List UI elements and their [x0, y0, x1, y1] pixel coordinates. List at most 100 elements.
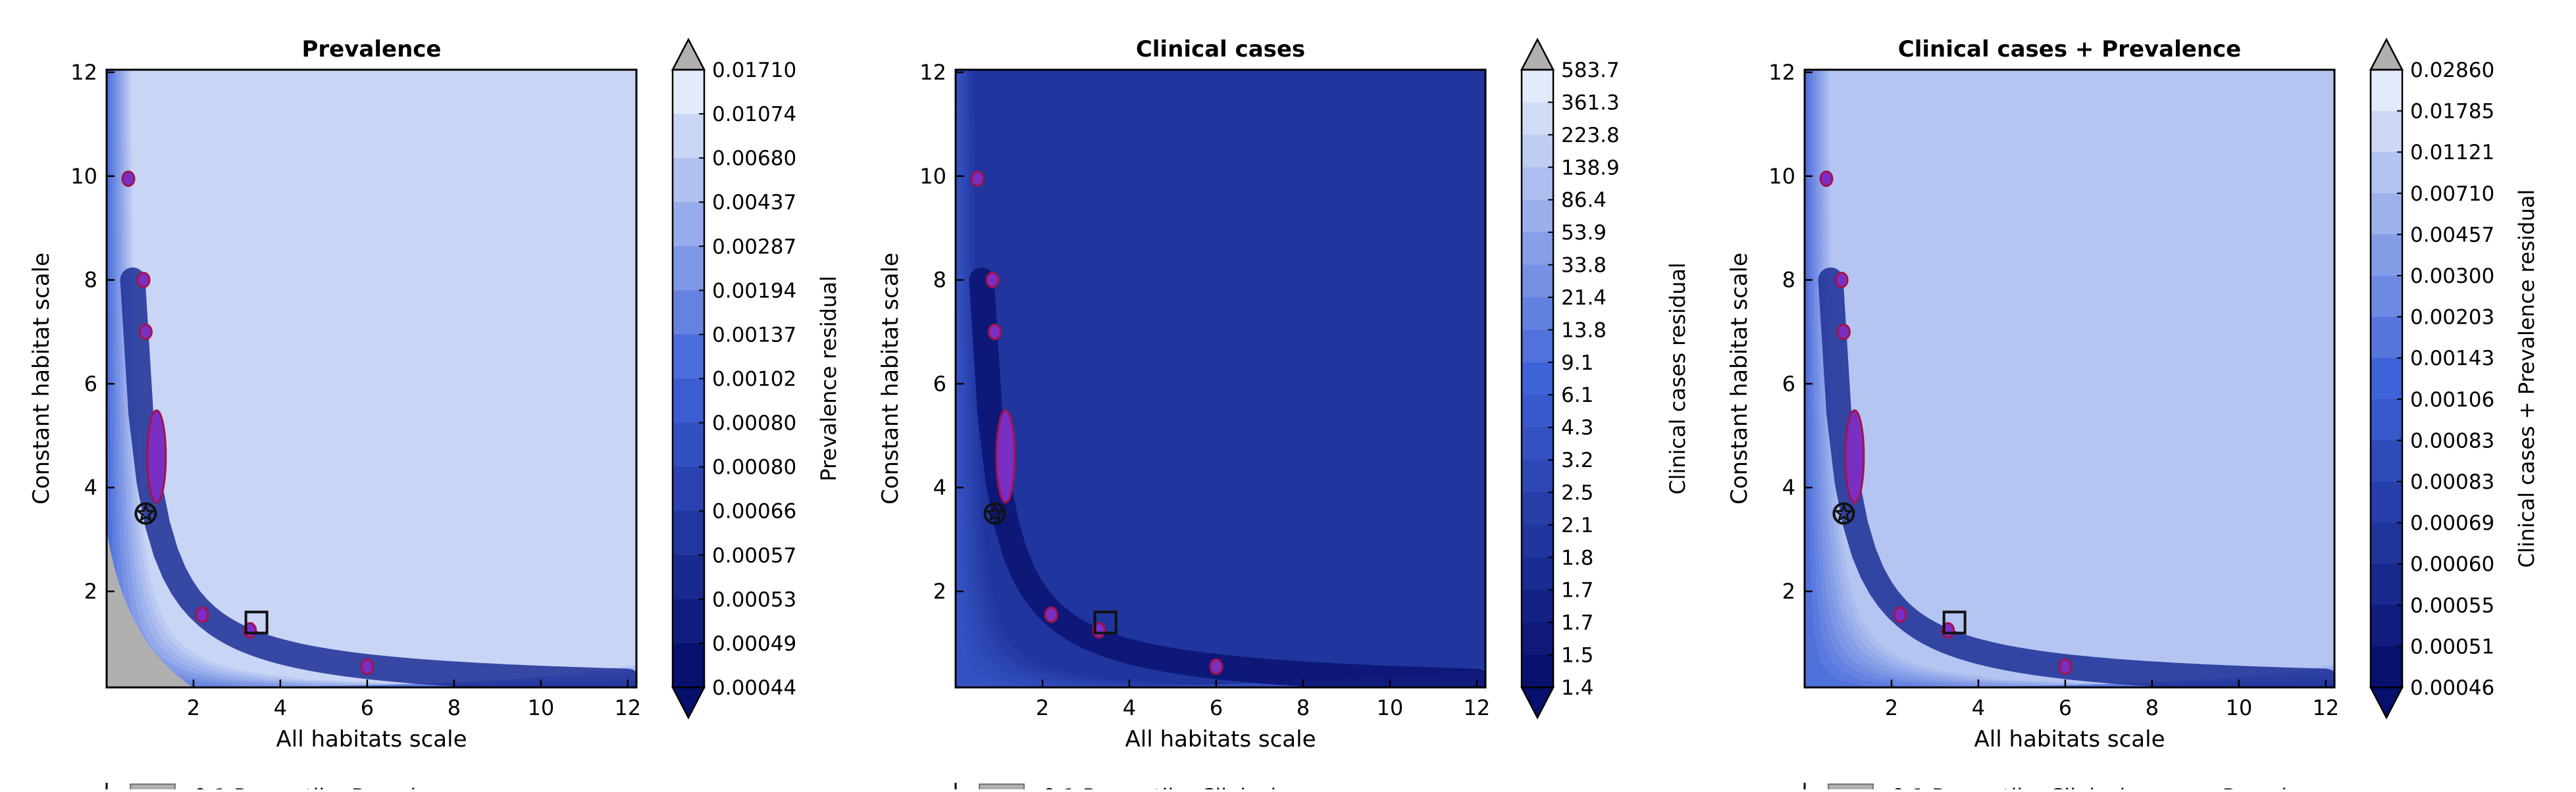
colorbar-segment — [2371, 522, 2402, 565]
colorbar-tick-label: 0.00049 — [712, 632, 796, 656]
percentile-contour — [1209, 658, 1224, 675]
colorbar-segment — [673, 246, 704, 291]
x-tick-label: 6 — [2059, 695, 2072, 720]
legend-swatch — [130, 783, 176, 792]
colorbar-tick-label: 0.01121 — [2410, 141, 2494, 164]
colorbar-segment — [1522, 557, 1553, 591]
colorbar-segment — [2371, 646, 2402, 688]
x-tick-label: 2 — [1885, 695, 1898, 720]
colorbar-segment — [1522, 427, 1553, 461]
colorbar-tick-label: 0.00102 — [712, 368, 796, 391]
y-tick-label: 2 — [1782, 579, 1795, 604]
x-tick-label: 6 — [1210, 695, 1223, 720]
percentile-contour — [1844, 409, 1865, 504]
percentile-contour — [136, 272, 151, 289]
colorbar-tick-label: 0.00060 — [2410, 553, 2494, 576]
colorbar-segment — [673, 158, 704, 203]
legend-swatch — [979, 783, 1025, 792]
colorbar: 0.01710 0.01074 0.00680 0.00437 0.00287 0.001… — [671, 37, 841, 720]
percentile-contour — [987, 323, 1002, 340]
colorbar-segment — [2371, 440, 2402, 482]
colorbar-segment — [2371, 358, 2402, 400]
colorbar-label: Clinical cases + Prevalence residual — [2514, 189, 2539, 568]
heatmap-field — [956, 70, 1485, 687]
y-tick-label: 4 — [933, 475, 946, 500]
legend-partial: 0.1 Percentile: Clinical cases — [954, 783, 1343, 792]
colorbar-extend-min — [2369, 686, 2404, 720]
x-tick-label: 12 — [2312, 695, 2339, 720]
colorbar-tick-label: 583.7 — [1561, 59, 1620, 82]
x-tick-label: 2 — [1036, 695, 1049, 720]
legend-label: 0.1 Percentile: Clinical cases — [1043, 784, 1343, 789]
colorbar-segment — [1522, 199, 1553, 234]
y-tick-label: 8 — [84, 268, 97, 293]
colorbar-tick-label: 0.00106 — [2410, 388, 2494, 412]
percentile-contour — [195, 606, 209, 624]
y-tick-label: 12 — [70, 60, 97, 85]
plot-frame — [954, 68, 1487, 689]
colorbar-tick-label: 13.8 — [1561, 318, 1607, 342]
colorbar-extend-min — [1520, 686, 1555, 720]
colorbar-segment — [1522, 297, 1553, 331]
colorbar-segment — [1522, 102, 1553, 136]
colorbar-segment — [673, 422, 704, 468]
colorbar-tick-label: 0.00300 — [2410, 264, 2494, 288]
percentile-contour — [1834, 272, 1849, 289]
reference-square-marker — [1942, 610, 1967, 635]
y-tick-label: 10 — [919, 164, 946, 189]
colorbar-tick-label: 0.00066 — [712, 500, 796, 524]
legend-partial: 0.1 Percentile: Prevalence — [105, 783, 467, 792]
colorbar-tick-label: 2.5 — [1561, 481, 1593, 505]
colorbar-segment — [1522, 524, 1553, 558]
colorbar-tick-label: 6.1 — [1561, 384, 1593, 407]
colorbar-segment — [673, 643, 704, 688]
colorbar-segment — [1522, 589, 1553, 624]
colorbar-extend-max — [1520, 37, 1555, 71]
colorbar-segment — [673, 202, 704, 247]
colorbar-segment — [673, 510, 704, 556]
colorbar: 583.7 361.3 223.8 138.9 86.4 53.9 33.8 21.4 13.8… — [1520, 37, 1690, 720]
y-tick-label: 6 — [1782, 371, 1795, 396]
x-axis-label: All habitats scale — [1974, 726, 2165, 753]
colorbar-segment — [1522, 395, 1553, 428]
y-tick-label: 6 — [933, 371, 946, 396]
low-residual-valley — [969, 267, 1485, 687]
legend-swatch — [1828, 783, 1874, 792]
x-tick-label: 10 — [2225, 695, 2252, 720]
colorbar-tick-label: 0.00046 — [2410, 676, 2494, 700]
x-tick-label: 4 — [1123, 695, 1136, 720]
y-tick-label: 2 — [933, 579, 946, 604]
colorbar-segment — [2371, 482, 2402, 524]
low-residual-valley — [120, 267, 636, 687]
colorbar-tick-label: 0.02860 — [2410, 59, 2494, 82]
colorbar-segment — [2371, 152, 2402, 194]
colorbar-segment — [673, 555, 704, 600]
percentile-contour — [970, 170, 985, 187]
colorbar-tick-label: 0.00083 — [2410, 429, 2494, 453]
colorbar-segment — [2371, 316, 2402, 359]
colorbar-segment — [673, 290, 704, 335]
reference-star-marker — [1832, 502, 1855, 525]
colorbar-tick-label: 1.7 — [1561, 579, 1593, 603]
colorbar-extend-min — [671, 686, 706, 720]
colorbar-segment — [1522, 362, 1553, 396]
percentile-contour — [995, 409, 1016, 504]
y-tick-label: 10 — [70, 164, 97, 189]
colorbar-tick-label: 0.00057 — [712, 544, 796, 568]
y-axis-label: Constant habitat scale — [1726, 253, 1753, 505]
colorbar-tick-label: 0.00055 — [2410, 594, 2494, 618]
colorbar-tick-label: 21.4 — [1561, 286, 1607, 310]
colorbar-tick-label: 3.2 — [1561, 449, 1593, 472]
colorbar-tick-label: 0.00457 — [2410, 223, 2494, 247]
percentile-contour — [1893, 606, 1907, 624]
colorbar-tick-label: 0.00194 — [712, 279, 796, 303]
colorbar: 0.02860 0.01785 0.01121 0.00710 0.00457 0.003… — [2369, 37, 2539, 720]
chart-title: Clinical cases + Prevalence — [1898, 36, 2242, 62]
colorbar-segment — [1522, 232, 1553, 266]
colorbar-extend-max — [2369, 37, 2404, 71]
colorbar-segment — [2371, 564, 2402, 606]
colorbar-tick-label: 0.00710 — [2410, 182, 2494, 206]
colorbar-tick-label: 0.00137 — [712, 323, 796, 347]
x-tick-label: 4 — [1972, 695, 1985, 720]
colorbar-segment — [1522, 70, 1553, 103]
